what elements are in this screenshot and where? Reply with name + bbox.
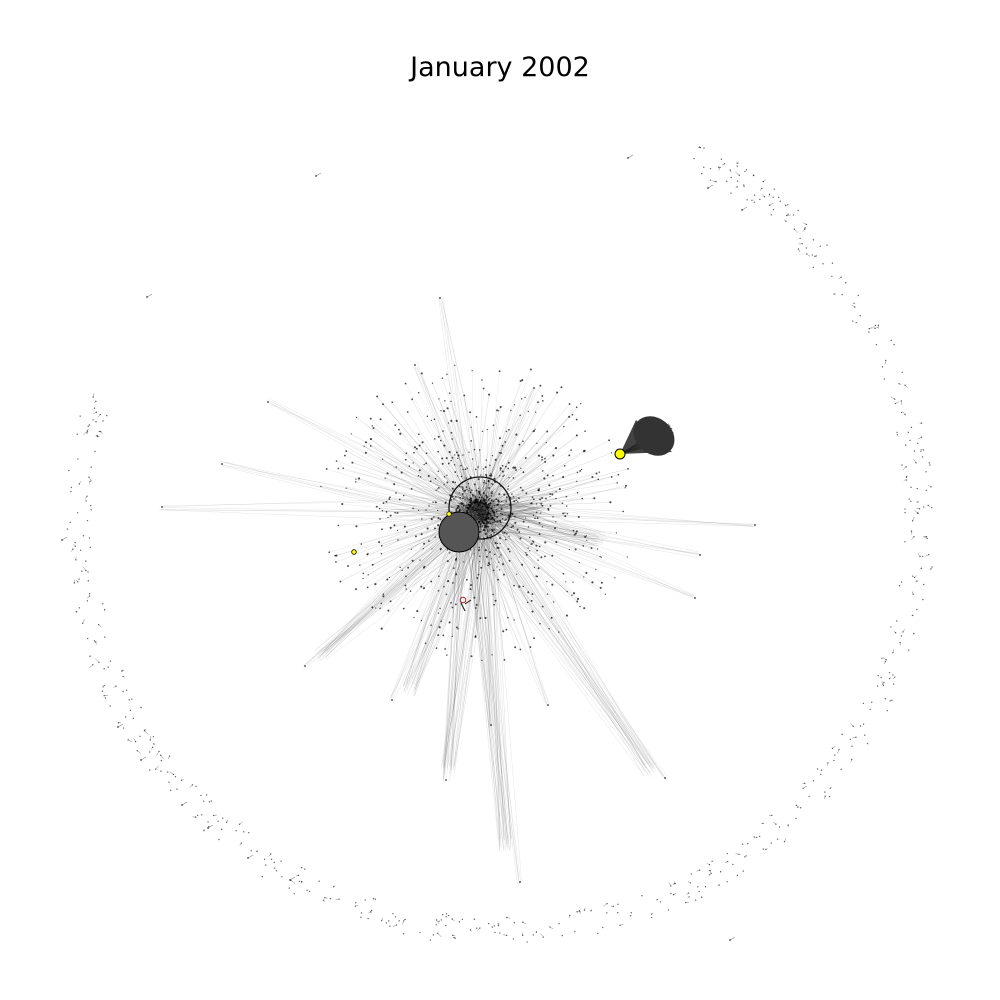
highlight-node-left: [351, 549, 357, 555]
node-layer: [61, 146, 933, 943]
highlight-node-small: [446, 511, 452, 517]
edge-layer: [61, 147, 932, 941]
red-node: [459, 596, 467, 604]
figure-title: January 2002: [410, 52, 590, 83]
highlight-node-main: [614, 448, 626, 460]
hub-ring: [448, 476, 512, 540]
funnel-cluster: [620, 416, 675, 456]
hub-node: [438, 511, 480, 553]
